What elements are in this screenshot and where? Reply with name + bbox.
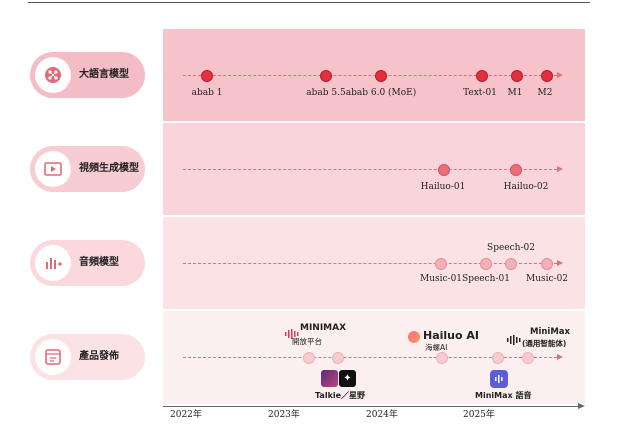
- milestone-dot: [201, 70, 213, 82]
- milestone-dot: [332, 352, 344, 364]
- timeline-line: [183, 357, 557, 358]
- year-tick: 2023年: [268, 410, 300, 420]
- product-subtitle: (通用智能体): [522, 339, 567, 348]
- milestone-label: Speech-02: [487, 243, 535, 253]
- talkie-app-icon: [321, 370, 338, 387]
- milestone-label: abab 5.5: [306, 88, 346, 98]
- milestone-label: abab 6.0 (MoE): [345, 88, 417, 98]
- year-tick: 2024年: [366, 410, 398, 420]
- milestone-dot: [476, 70, 488, 82]
- milestone-label: Hailuo-02: [503, 182, 549, 192]
- milestone-dot: [492, 352, 504, 364]
- milestone-dot: [541, 70, 553, 82]
- timeline-line: [183, 263, 557, 264]
- product-name: MiniMax 語音: [475, 391, 532, 400]
- minimax-agent-logo-icon: [507, 330, 521, 349]
- brain-chip-icon: [35, 57, 71, 93]
- product-name: MINIMAX: [300, 323, 347, 333]
- year-tick: 2022年: [170, 410, 202, 420]
- category-label: 音頻模型: [79, 257, 119, 268]
- product-name: MiniMax: [530, 327, 571, 337]
- category-label: 產品發佈: [79, 351, 119, 362]
- hailuo-logo-icon: [408, 331, 420, 343]
- milestone-dot: [522, 352, 534, 364]
- audio-bars-icon: [35, 245, 71, 281]
- milestone-label: Text-01: [463, 88, 497, 98]
- year-axis-arrow: [578, 403, 585, 409]
- timeline-arrow: [557, 354, 563, 360]
- milestone-label: Speech-01: [462, 274, 510, 284]
- milestone-dot: [505, 258, 517, 270]
- milestone-dot: [511, 70, 523, 82]
- product-name: Talkie／星野: [315, 391, 366, 400]
- minimax-voice-app-icon: [490, 370, 508, 388]
- timeline-line: [183, 75, 557, 76]
- timeline-line: [183, 169, 557, 170]
- milestone-label: abab 1: [191, 88, 223, 98]
- milestone-label: Hailuo-01: [420, 182, 466, 192]
- timeline-arrow: [557, 260, 563, 266]
- milestone-dot: [438, 164, 450, 176]
- milestone-label: M2: [537, 88, 553, 98]
- milestone-dot: [435, 258, 447, 270]
- product-name: Hailuo AI: [423, 329, 479, 342]
- category-label: 大語言模型: [79, 69, 129, 80]
- milestone-dot: [303, 352, 315, 364]
- category-pill-products: 產品發佈: [30, 334, 145, 380]
- category-label: 視頻生成模型: [79, 163, 139, 174]
- timeline-arrow: [557, 166, 563, 172]
- video-play-icon: [35, 151, 71, 187]
- milestone-dot: [541, 258, 553, 270]
- year-tick: 2025年: [463, 410, 495, 420]
- product-subtitle: 海螺AI: [425, 343, 448, 352]
- minimax-logo-icon: [285, 324, 299, 343]
- product-subtitle: 開放平台: [292, 337, 322, 346]
- category-pill-audio: 音頻模型: [30, 240, 145, 286]
- category-pill-video: 視頻生成模型: [30, 146, 145, 192]
- milestone-label: Music-02: [525, 274, 569, 284]
- milestone-dot: [510, 164, 522, 176]
- milestone-label: M1: [507, 88, 523, 98]
- product-window-icon: [35, 339, 71, 375]
- milestone-dot: [375, 70, 387, 82]
- milestone-label: Music-01: [419, 274, 463, 284]
- timeline-arrow: [557, 72, 563, 78]
- xingye-app-icon: ✦: [339, 370, 356, 387]
- milestone-dot: [436, 352, 448, 364]
- category-pill-llm: 大語言模型: [30, 52, 145, 98]
- milestone-dot: [480, 258, 492, 270]
- year-axis: [163, 406, 578, 407]
- milestone-dot: [320, 70, 332, 82]
- top-rule: [28, 2, 590, 3]
